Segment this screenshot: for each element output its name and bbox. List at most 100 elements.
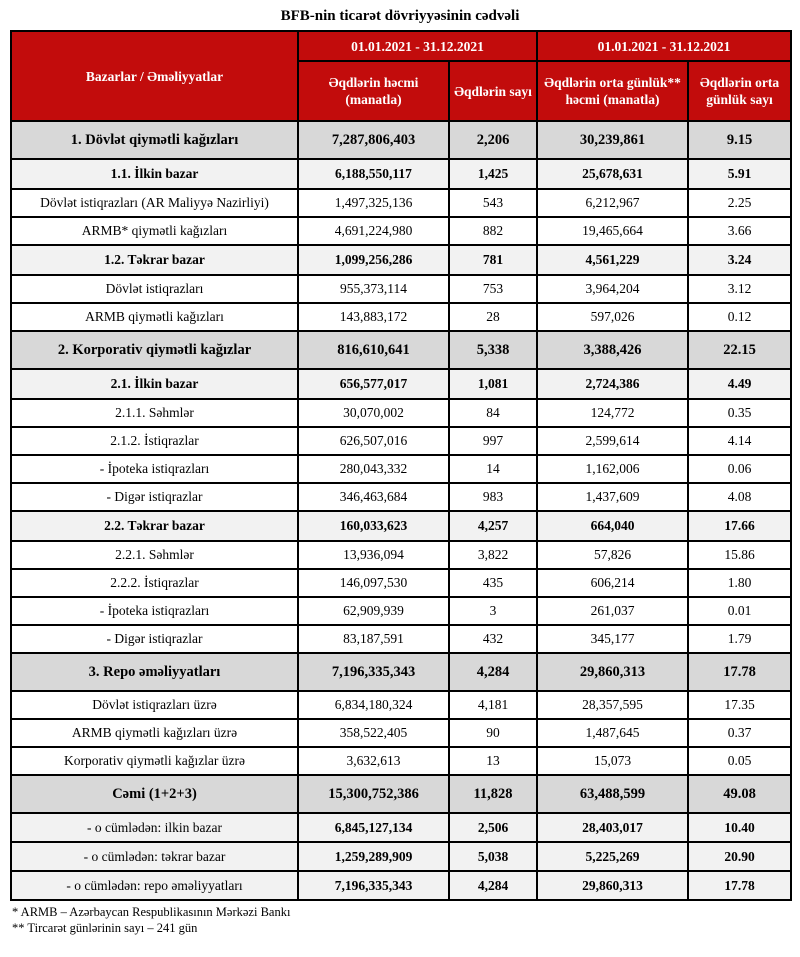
cell-value: 1,162,006	[536, 454, 689, 484]
cell-value: 543	[448, 188, 538, 218]
cell-value: 4.49	[687, 368, 792, 400]
bfb-turnover-table: Bazarlar / Əməliyyatlar 01.01.2021 - 31.…	[10, 30, 792, 901]
cell-value: 280,043,332	[297, 454, 450, 484]
header-sub-row: Əqdlərin həcmi (manatla) Əqdlərin sayı Ə…	[11, 60, 792, 122]
cell-value: 5,338	[448, 330, 538, 370]
table-row: - o cümlədən: təkrar bazar 1,259,289,909 5…	[10, 841, 792, 872]
row-label: - İpoteka istiqrazları	[10, 454, 299, 484]
cell-value: 57,826	[536, 540, 689, 570]
cell-value: 2.25	[687, 188, 792, 218]
cell-value: 5,038	[448, 841, 538, 872]
table-row: 3. Repo əməliyyatları 7,196,335,343 4,284 2…	[10, 652, 792, 692]
table-row: Korporativ qiymətli kağızlar üzrə 3,632,6…	[10, 746, 792, 776]
cell-value: 1.79	[687, 624, 792, 654]
cell-value: 435	[448, 568, 538, 598]
row-label: Cəmi (1+2+3)	[10, 774, 299, 814]
cell-value: 1.80	[687, 568, 792, 598]
cell-value: 15,073	[536, 746, 689, 776]
table-row: Cəmi (1+2+3) 15,300,752,386 11,828 63,488,5…	[10, 774, 792, 814]
cell-value: 4,284	[448, 652, 538, 692]
cell-value: 13	[448, 746, 538, 776]
table-row: - Digər istiqrazlar 83,187,591 432 345,177 1…	[10, 624, 792, 654]
table-row: - İpoteka istiqrazları 62,909,939 3 261,037…	[10, 596, 792, 626]
cell-value: 83,187,591	[297, 624, 450, 654]
cell-value: 3.24	[687, 244, 792, 276]
row-label: - o cümlədən: təkrar bazar	[10, 841, 299, 872]
cell-value: 3,964,204	[536, 274, 689, 304]
row-label: 2.2.2. İstiqrazlar	[10, 568, 299, 598]
table-row: 1.2. Təkrar bazar 1,099,256,286 781 4,561,2…	[10, 244, 792, 276]
footnotes: * ARMB – Azərbaycan Respublikasının Mərk…	[12, 904, 800, 936]
row-label: - o cümlədən: repo əməliyyatları	[10, 870, 299, 901]
cell-value: 30,070,002	[297, 398, 450, 428]
table-row: 1. Dövlət qiymətli kağızları 7,287,806,40…	[10, 120, 792, 160]
table-row: - o cümlədən: repo əməliyyatları 7,196,33…	[10, 870, 792, 901]
cell-value: 17.78	[687, 870, 792, 901]
row-label: 2.2. Təkrar bazar	[10, 510, 299, 542]
cell-value: 14	[448, 454, 538, 484]
cell-value: 6,212,967	[536, 188, 689, 218]
cell-value: 7,287,806,403	[297, 120, 450, 160]
table-row: ARMB* qiymətli kağızları 4,691,224,980 882…	[10, 216, 792, 246]
cell-value: 7,196,335,343	[297, 870, 450, 901]
cell-value: 997	[448, 426, 538, 456]
cell-value: 753	[448, 274, 538, 304]
table-row: - o cümlədən: ilkin bazar 6,845,127,134 2,…	[10, 812, 792, 843]
row-label: Dövlət istiqrazları (AR Maliyyə Nazirliy…	[10, 188, 299, 218]
table-row: Dövlət istiqrazları (AR Maliyyə Nazirliy…	[10, 188, 792, 218]
cell-value: 0.37	[687, 718, 792, 748]
cell-value: 10.40	[687, 812, 792, 843]
cell-value: 17.35	[687, 690, 792, 720]
row-label: ARMB* qiymətli kağızları	[10, 216, 299, 246]
cell-value: 4,257	[448, 510, 538, 542]
cell-value: 25,678,631	[536, 158, 689, 190]
cell-value: 1,425	[448, 158, 538, 190]
header-markets-operations: Bazarlar / Əməliyyatlar	[10, 30, 299, 122]
cell-value: 146,097,530	[297, 568, 450, 598]
cell-value: 626,507,016	[297, 426, 450, 456]
row-label: 1.1. İlkin bazar	[10, 158, 299, 190]
header-period-1: 01.01.2021 - 31.12.2021	[297, 30, 538, 62]
cell-value: 4,561,229	[536, 244, 689, 276]
page-title: BFB-nin ticarət dövriyyəsinin cədvəli	[280, 8, 520, 24]
cell-value: 3.12	[687, 274, 792, 304]
cell-value: 1,497,325,136	[297, 188, 450, 218]
cell-value: 124,772	[536, 398, 689, 428]
row-label: 2. Korporativ qiymətli kağızlar	[10, 330, 299, 370]
cell-value: 0.06	[687, 454, 792, 484]
cell-value: 3	[448, 596, 538, 626]
cell-value: 358,522,405	[297, 718, 450, 748]
cell-value: 3.66	[687, 216, 792, 246]
cell-value: 29,860,313	[536, 652, 689, 692]
cell-value: 9.15	[687, 120, 792, 160]
table-row: Dövlət istiqrazları 955,373,114 753 3,964,2…	[10, 274, 792, 304]
row-label: Dövlət istiqrazları	[10, 274, 299, 304]
cell-value: 606,214	[536, 568, 689, 598]
table-row: - İpoteka istiqrazları 280,043,332 14 1,162…	[10, 454, 792, 484]
header-avg-daily-volume: Əqdlərin orta günlük** həcmi (manatla)	[536, 60, 689, 122]
cell-value: 6,834,180,324	[297, 690, 450, 720]
table-row: Dövlət istiqrazları üzrə 6,834,180,324 4,1…	[10, 690, 792, 720]
cell-value: 656,577,017	[297, 368, 450, 400]
cell-value: 30,239,861	[536, 120, 689, 160]
cell-value: 882	[448, 216, 538, 246]
cell-value: 345,177	[536, 624, 689, 654]
cell-value: 7,196,335,343	[297, 652, 450, 692]
cell-value: 28,357,595	[536, 690, 689, 720]
cell-value: 6,845,127,134	[297, 812, 450, 843]
cell-value: 2,599,614	[536, 426, 689, 456]
cell-value: 261,037	[536, 596, 689, 626]
cell-value: 49.08	[687, 774, 792, 814]
cell-value: 19,465,664	[536, 216, 689, 246]
cell-value: 955,373,114	[297, 274, 450, 304]
cell-value: 6,188,550,117	[297, 158, 450, 190]
cell-value: 4,691,224,980	[297, 216, 450, 246]
cell-value: 28	[448, 302, 538, 332]
cell-value: 0.01	[687, 596, 792, 626]
header-group-row: Bazarlar / Əməliyyatlar 01.01.2021 - 31.…	[10, 30, 792, 122]
table-row: ARMB qiymətli kağızları üzrə 358,522,405 9…	[10, 718, 792, 748]
row-label: 3. Repo əməliyyatları	[10, 652, 299, 692]
row-label: 2.1.2. İstiqrazlar	[10, 426, 299, 456]
cell-value: 346,463,684	[297, 482, 450, 512]
footnote-trading-days: ** Tircarət günlərinin sayı – 241 gün	[12, 921, 198, 935]
